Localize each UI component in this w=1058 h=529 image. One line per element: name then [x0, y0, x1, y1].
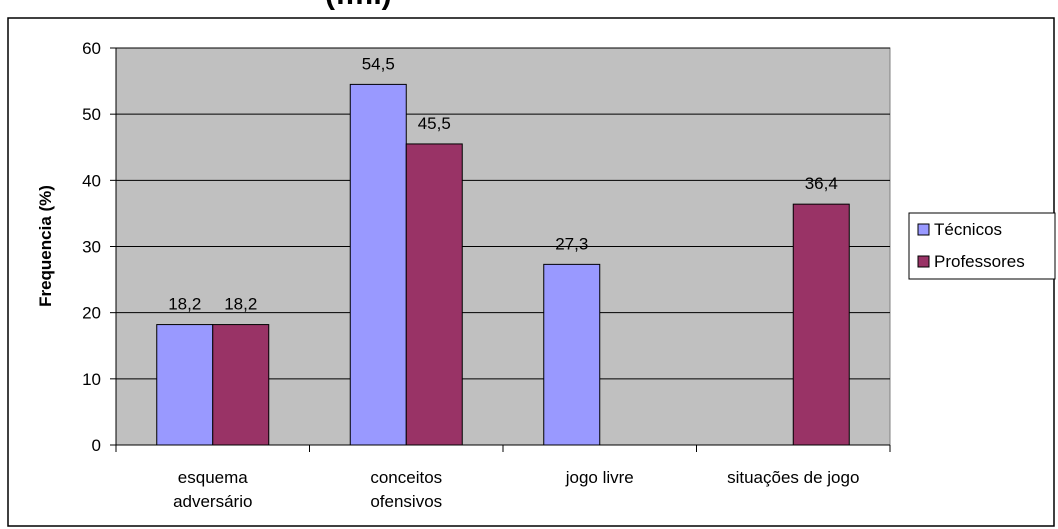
y-tick-label: 20: [82, 304, 101, 323]
x-category-label: ofensivos: [370, 492, 442, 511]
data-label: 45,5: [418, 114, 451, 133]
y-tick-labels: 0 10 20 30 40 50 60: [82, 39, 101, 455]
bar: [543, 263, 601, 446]
data-label: 27,3: [555, 234, 588, 253]
chart-title: (…..): [325, 0, 392, 11]
y-tick-label: 50: [82, 105, 101, 124]
x-category-labels: esquema adversário conceitos ofensivos jogo …: [173, 468, 859, 511]
x-category-label: situações de jogo: [727, 468, 859, 487]
data-label: 18,2: [168, 295, 201, 314]
bar: [792, 203, 850, 446]
bar: [212, 324, 270, 446]
y-axis-label: Frequencia (%): [36, 185, 55, 307]
legend: Técnicos Professores: [908, 212, 1056, 280]
x-category-label: esquema: [178, 468, 248, 487]
legend-label: Técnicos: [934, 220, 1002, 239]
y-tick-label: 10: [82, 370, 101, 389]
x-category-label: conceitos: [370, 468, 442, 487]
y-tick-label: 30: [82, 238, 101, 257]
legend-swatch: [917, 255, 930, 268]
bar: [405, 143, 463, 446]
legend-label: Professores: [934, 252, 1025, 271]
bars: [156, 83, 850, 446]
legend-box: [908, 212, 1056, 280]
axes: [110, 47, 891, 452]
data-label: 18,2: [224, 295, 257, 314]
data-labels: 18,2 54,5 27,3 18,2 45,5 36,4: [168, 54, 838, 313]
x-category-label: jogo livre: [565, 468, 634, 487]
x-category-label: adversário: [173, 492, 252, 511]
y-tick-label: 60: [82, 39, 101, 58]
bar: [349, 83, 407, 446]
bar: [156, 324, 214, 446]
data-label: 54,5: [362, 54, 395, 73]
y-tick-label: 40: [82, 171, 101, 190]
y-tick-label: 0: [92, 436, 101, 455]
data-label: 36,4: [805, 174, 838, 193]
legend-swatch: [917, 223, 930, 236]
